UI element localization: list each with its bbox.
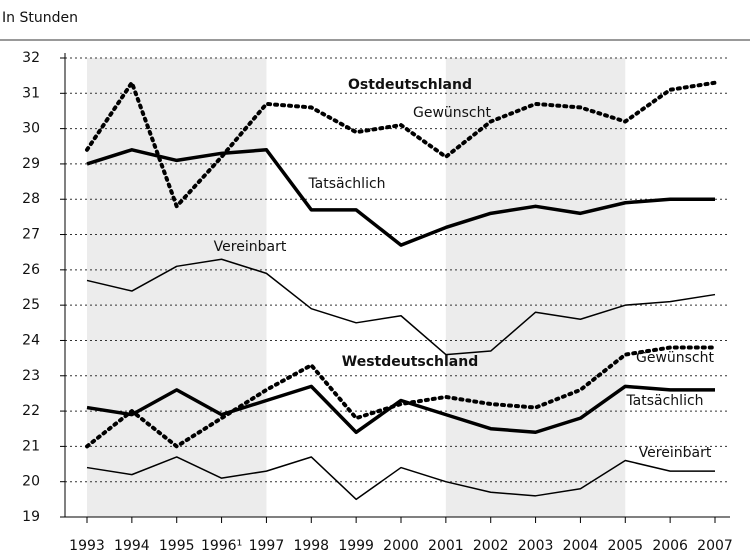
line [86, 456, 715, 501]
y-tick-label: 23 [22, 368, 40, 384]
x-tick-label: 2003 [518, 538, 554, 554]
y-tick-label: 19 [22, 509, 40, 525]
y-tick-label: 30 [22, 121, 40, 137]
series-label: Gewünscht [413, 105, 492, 121]
y-tick-label: 22 [22, 403, 40, 419]
line [86, 384, 715, 435]
x-tick-label: 2007 [697, 538, 733, 554]
line [86, 148, 715, 247]
y-tick-label: 24 [22, 332, 40, 348]
unit-label: In Stunden [2, 10, 78, 26]
x-tick-label: 2005 [607, 538, 643, 554]
y-tick-label: 29 [22, 156, 40, 172]
y-tick-label: 25 [22, 297, 40, 313]
x-tick-label: 1999 [338, 538, 374, 554]
y-tick-label: 28 [22, 191, 40, 207]
x-tick-label: 2002 [473, 538, 509, 554]
x-tick-label: 1994 [114, 538, 150, 554]
series-label: Gewünscht [636, 350, 715, 366]
y-tick-label: 31 [22, 85, 40, 101]
x-tick-label: 1997 [249, 538, 285, 554]
line [85, 80, 717, 209]
x-tick-label: 1993 [69, 538, 105, 554]
y-tick-label: 26 [22, 262, 40, 278]
group-label: Ostdeutschland [348, 77, 472, 93]
x-tick-label: 2006 [652, 538, 688, 554]
line [85, 345, 717, 449]
series-label: Vereinbart [639, 445, 712, 461]
line [86, 258, 716, 356]
series-label: Tatsächlich [625, 393, 703, 409]
x-tick-label: 1996¹ [201, 538, 242, 554]
x-tick-label: 1995 [159, 538, 195, 554]
x-tick-label: 2004 [563, 538, 599, 554]
series-label: Tatsächlich [307, 176, 385, 192]
y-tick-label: 20 [22, 474, 40, 490]
y-tick-label: 27 [22, 227, 40, 243]
x-tick-label: 2000 [383, 538, 419, 554]
x-tick-label: 2001 [428, 538, 464, 554]
x-tick-label: 1998 [293, 538, 329, 554]
shaded-band [445, 58, 626, 517]
y-tick-label: 21 [22, 438, 40, 454]
group-label: Westdeutschland [342, 354, 478, 370]
series-label: Vereinbart [214, 239, 287, 255]
y-tick-label: 32 [22, 50, 40, 66]
